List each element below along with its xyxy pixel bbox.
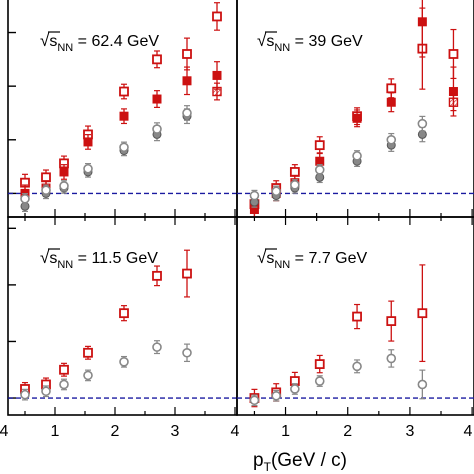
data-point [290, 180, 300, 190]
data-point [417, 379, 428, 390]
data-point [119, 86, 129, 97]
data-point [386, 97, 396, 107]
data-point [271, 390, 282, 401]
panel-bottom-right: √sNN = 7.7 GeV [236, 216, 474, 416]
data-point [182, 268, 192, 279]
data-point [182, 76, 192, 86]
data-point [448, 97, 459, 107]
data-point [314, 359, 325, 369]
data-point [314, 140, 325, 151]
data-point [83, 163, 93, 174]
series-hatched-square [212, 82, 222, 101]
data-point [315, 156, 325, 166]
data-point [41, 386, 51, 397]
energy-label: √sNN = 11.5 GeV [40, 248, 158, 271]
series-open-circle [20, 105, 192, 205]
data-point [59, 379, 69, 390]
data-point [59, 364, 69, 375]
data-point [417, 17, 427, 27]
x-tick-label: 3 [171, 423, 180, 440]
data-point [83, 137, 93, 147]
data-point [182, 49, 192, 59]
x-tick-label: 4 [0, 423, 9, 440]
data-point [314, 376, 325, 386]
energy-label: √sNN = 62.4 GeV [40, 31, 159, 54]
data-point [352, 113, 362, 123]
data-point [152, 270, 162, 281]
data-point [212, 86, 222, 97]
data-point [119, 308, 129, 319]
data-point [212, 11, 222, 22]
data-point [182, 108, 192, 118]
series-filled-square [20, 61, 222, 203]
data-point [20, 193, 30, 204]
data-point [386, 134, 397, 145]
data-point [59, 167, 69, 177]
data-point [119, 142, 129, 153]
panel-bottom-left: √sNN = 11.5 GeV [7, 216, 238, 416]
series-open-square [20, 2, 222, 192]
series-filled-circle [20, 108, 192, 213]
data-point [352, 361, 362, 372]
data-point [448, 49, 459, 59]
series-open-square [20, 249, 192, 396]
data-point [386, 353, 397, 364]
series-open-circle [249, 115, 428, 202]
series-open-circle [20, 340, 192, 401]
data-point [417, 118, 428, 129]
x-tick-label: 4 [231, 423, 240, 440]
data-point [271, 186, 282, 197]
x-tick-label: 1 [281, 423, 290, 440]
x-tick-label: 2 [111, 423, 120, 440]
data-point [352, 151, 362, 161]
energy-label: √sNN = 39 GeV [257, 31, 363, 54]
data-point [41, 185, 51, 195]
data-point [152, 342, 162, 352]
series-open-circle [249, 349, 428, 407]
data-point [152, 54, 162, 65]
data-point [290, 384, 300, 394]
data-point [152, 124, 162, 134]
data-point [417, 129, 427, 139]
panel-top-right: √sNN = 39 GeV [236, 0, 474, 218]
data-point [182, 347, 192, 358]
data-point [249, 395, 260, 406]
series-open-square [249, 264, 428, 408]
x-axis-title: pT(GeV / c) [253, 450, 347, 474]
x-tick-label: 1 [51, 423, 60, 440]
data-point [83, 370, 93, 381]
data-point [386, 316, 397, 326]
data-point [289, 167, 300, 177]
data-point [41, 172, 51, 183]
data-point [249, 190, 260, 201]
data-point [417, 308, 428, 319]
x-tick-label: 2 [343, 423, 352, 440]
x-tick-label: 4 [464, 423, 473, 440]
data-point [119, 357, 129, 367]
data-point [20, 389, 30, 400]
data-point [314, 165, 325, 175]
data-point [119, 111, 129, 121]
energy-label: √sNN = 7.7 GeV [257, 248, 368, 271]
data-point [212, 70, 222, 80]
series-hatched-square [448, 93, 459, 112]
data-point [59, 181, 69, 191]
x-tick-label: 3 [405, 423, 414, 440]
data-point [83, 347, 93, 358]
panel-top-left: √sNN = 62.4 GeV [7, 0, 238, 218]
data-point [352, 311, 362, 322]
data-point [386, 83, 397, 94]
data-point [152, 94, 162, 104]
panel-frame [236, 216, 474, 416]
